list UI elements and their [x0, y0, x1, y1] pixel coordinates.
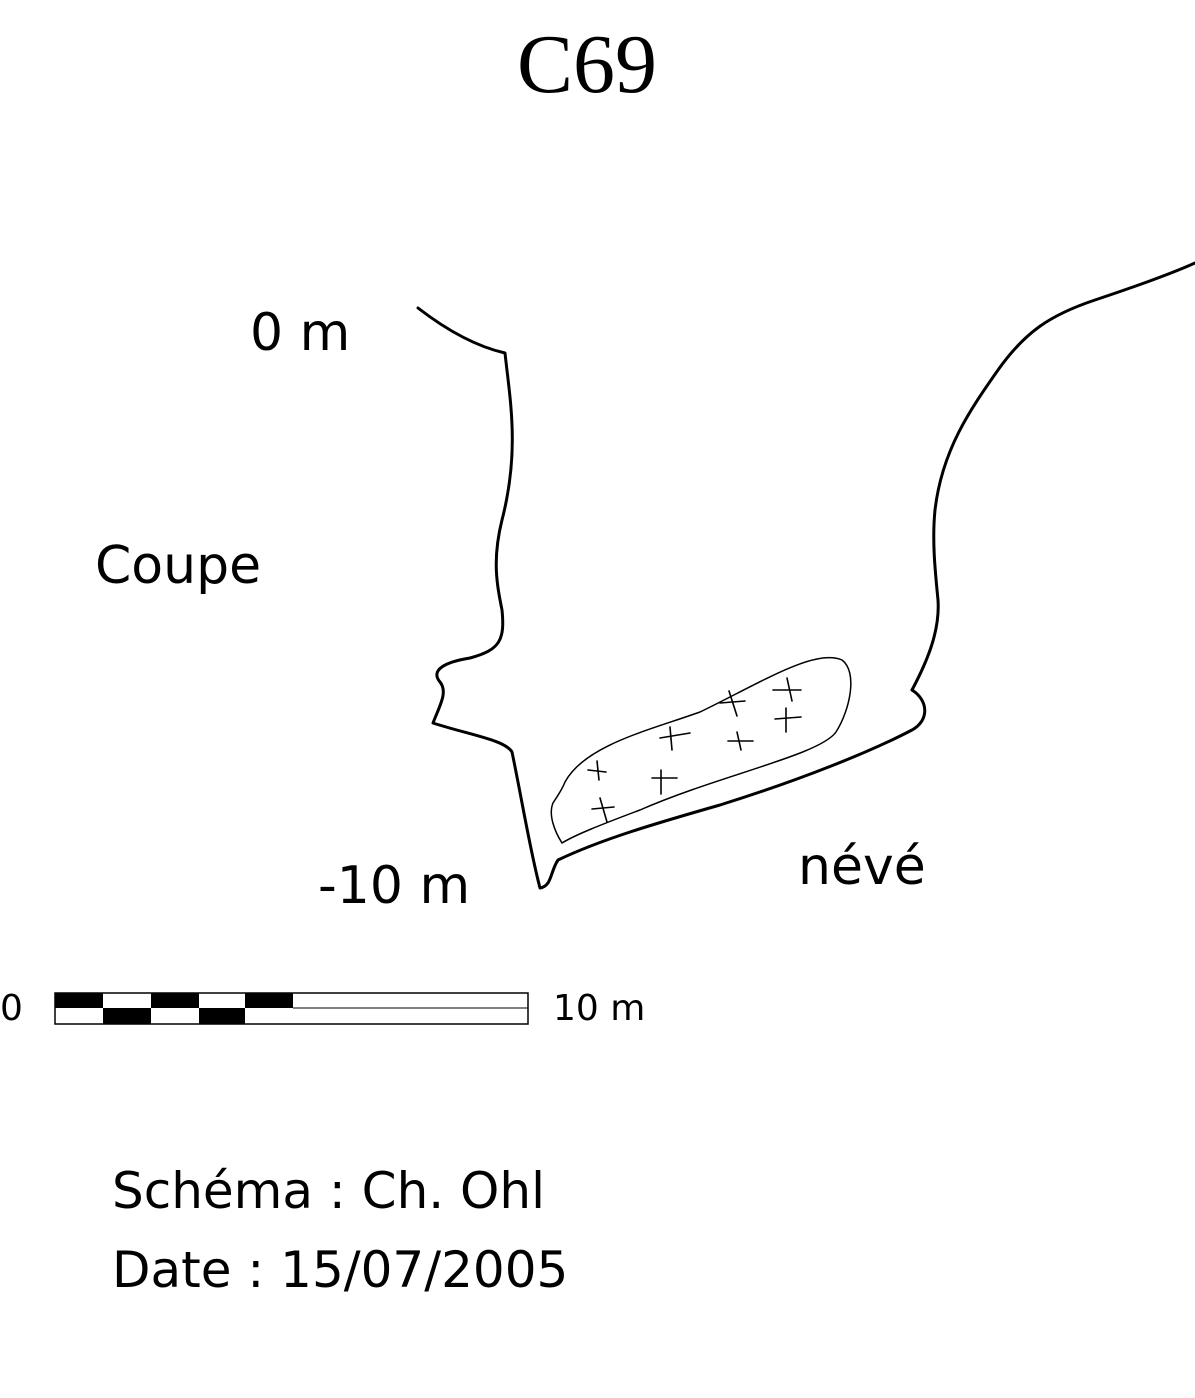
scale-start-label: 0	[0, 988, 23, 1029]
section-type-label: Coupe	[95, 536, 261, 596]
cave-right-wall	[910, 261, 1195, 692]
neve-deposit-outline	[550, 656, 852, 845]
survey-date: Date : 15/07/2005	[112, 1241, 568, 1299]
scale-segment	[245, 993, 293, 1008]
scale-segment	[151, 993, 199, 1008]
scale-segment	[199, 1008, 245, 1024]
neve-label: névé	[798, 837, 926, 897]
scale-bar: 0 10 m	[0, 988, 645, 1029]
depth-label-top: 0 m	[250, 303, 350, 363]
author-credit: Schéma : Ch. Ohl	[112, 1162, 545, 1220]
cave-left-wall	[416, 306, 927, 890]
scale-end-label: 10 m	[553, 988, 645, 1029]
scale-segment	[55, 993, 103, 1008]
diagram-title: C69	[517, 18, 657, 111]
neve-ice-crosses	[587, 677, 802, 823]
depth-label-bottom: -10 m	[318, 856, 470, 916]
scale-segment	[103, 1008, 151, 1024]
